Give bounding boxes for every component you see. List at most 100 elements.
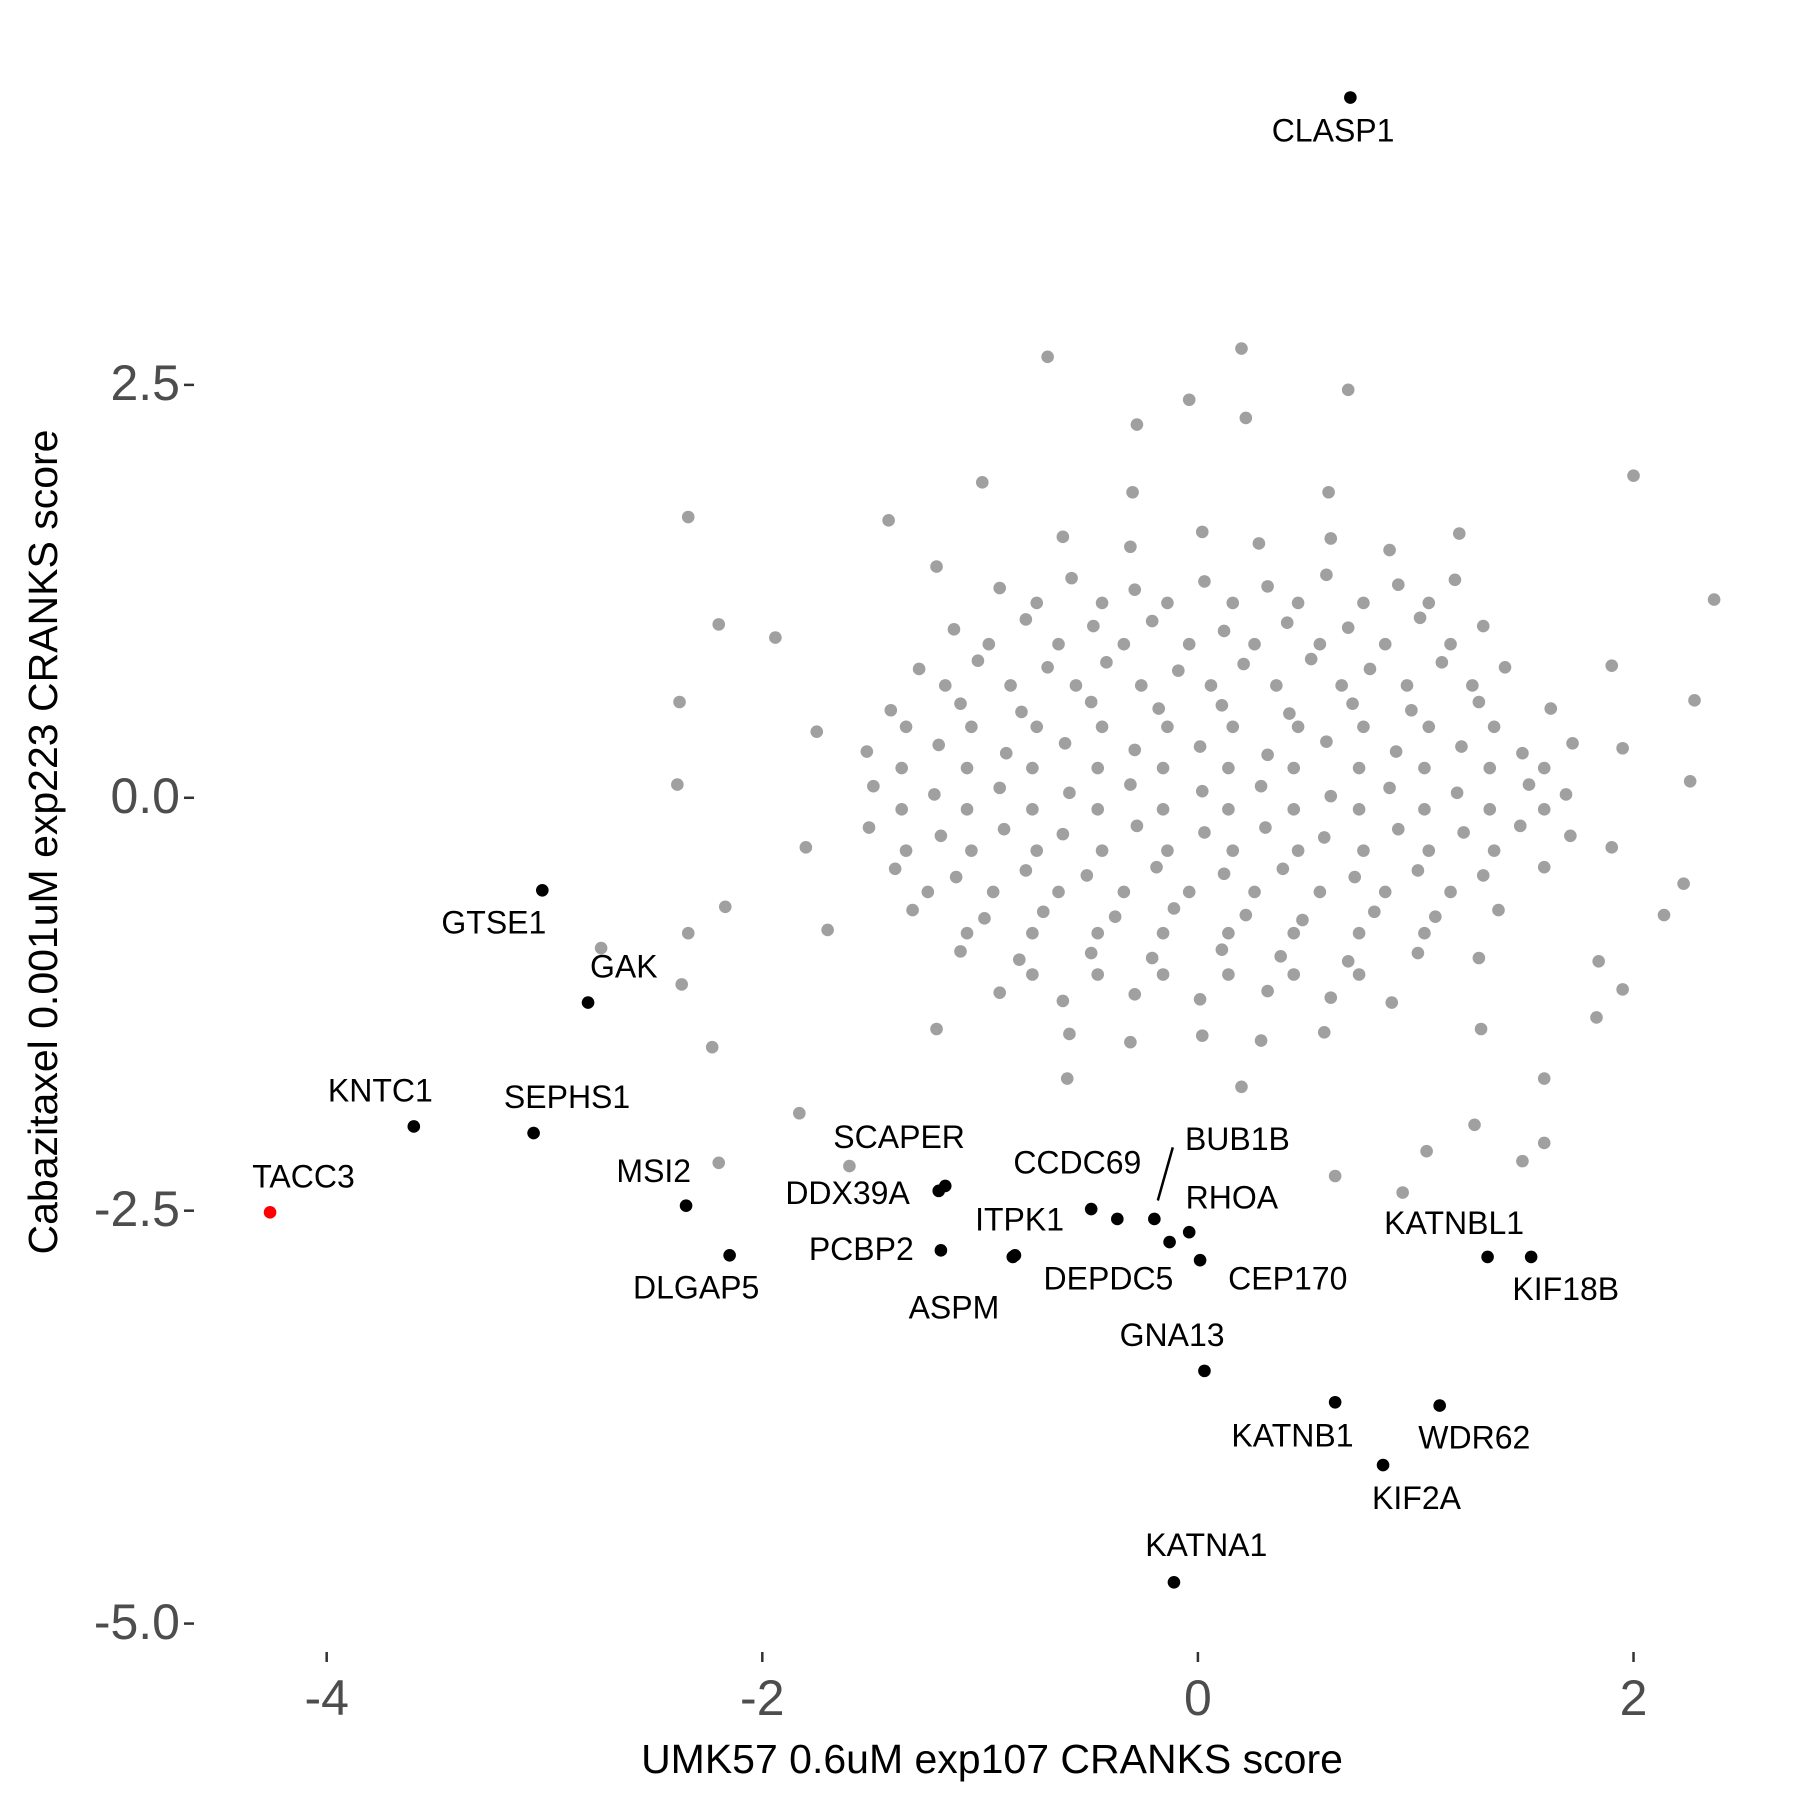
- point: [1418, 803, 1431, 816]
- point: [1677, 877, 1690, 890]
- point: [1418, 926, 1431, 940]
- point-label: CLASP1: [1272, 113, 1395, 149]
- point: [1030, 596, 1044, 610]
- point: [793, 1106, 806, 1120]
- point: [1357, 596, 1370, 610]
- point: [1198, 1364, 1211, 1378]
- point: [1346, 697, 1359, 710]
- point: [1476, 869, 1490, 882]
- point: [1487, 720, 1501, 734]
- point: [1483, 761, 1497, 775]
- point: [1117, 885, 1131, 899]
- point: [1259, 821, 1272, 834]
- point-label: GNA13: [1120, 1317, 1225, 1353]
- point: [912, 662, 926, 676]
- point: [1015, 705, 1028, 719]
- point: [1117, 637, 1131, 651]
- point: [1433, 1399, 1446, 1412]
- point: [1161, 720, 1174, 734]
- point: [1320, 735, 1333, 748]
- point-label: DDX39A: [785, 1175, 910, 1211]
- point: [1254, 1034, 1268, 1047]
- point-label: KATNB1: [1231, 1417, 1353, 1453]
- point: [1357, 844, 1370, 857]
- point: [1487, 844, 1501, 857]
- point-label: PCBP2: [809, 1231, 914, 1267]
- point: [1352, 926, 1366, 940]
- point: [982, 637, 996, 651]
- point: [1030, 844, 1044, 857]
- point: [527, 1126, 540, 1140]
- point: [932, 1184, 946, 1198]
- point: [1313, 637, 1327, 651]
- point: [978, 912, 991, 925]
- point: [1400, 679, 1414, 692]
- point: [1204, 679, 1218, 692]
- point: [1195, 525, 1209, 539]
- point: [1013, 953, 1026, 966]
- point: [1291, 596, 1305, 610]
- point: [1385, 996, 1399, 1009]
- point: [1287, 968, 1301, 981]
- point: [1261, 984, 1274, 998]
- point: [1537, 761, 1551, 775]
- point-label: KATNBL1: [1384, 1205, 1524, 1241]
- point-label: GTSE1: [441, 904, 546, 940]
- point: [1156, 968, 1170, 981]
- point: [899, 844, 913, 857]
- point: [1026, 761, 1039, 775]
- point: [1056, 530, 1070, 544]
- point: [1124, 778, 1137, 791]
- point: [975, 476, 989, 489]
- point: [810, 725, 824, 739]
- point: [1056, 994, 1070, 1008]
- point: [1537, 1072, 1551, 1085]
- point: [993, 986, 1007, 999]
- point: [1041, 661, 1054, 674]
- point: [1084, 946, 1098, 960]
- point: [1537, 860, 1551, 874]
- point: [1056, 827, 1070, 841]
- point: [1182, 393, 1196, 407]
- point: [1304, 652, 1318, 666]
- point: [712, 1156, 726, 1170]
- point: [1182, 1225, 1196, 1239]
- point: [1291, 844, 1305, 857]
- point: [1004, 679, 1017, 692]
- point: [1156, 926, 1170, 940]
- point: [1422, 844, 1436, 857]
- point: [1198, 826, 1211, 839]
- point: [1091, 926, 1105, 940]
- point: [1683, 774, 1697, 788]
- point: [1328, 1169, 1342, 1183]
- point: [1396, 1186, 1409, 1199]
- point: [1222, 968, 1235, 981]
- point: [1376, 1458, 1390, 1472]
- point: [1239, 411, 1253, 425]
- point-label: DEPDC5: [1044, 1261, 1174, 1297]
- point: [1287, 926, 1301, 940]
- point: [1145, 614, 1159, 628]
- point: [1468, 1118, 1481, 1132]
- point: [1156, 761, 1170, 775]
- point: [1026, 803, 1039, 816]
- point: [1130, 418, 1144, 431]
- point: [1182, 637, 1196, 651]
- point: [1248, 885, 1261, 899]
- x-tick-label: -2: [740, 1670, 784, 1726]
- point: [1095, 844, 1109, 857]
- point: [882, 514, 895, 527]
- point: [1030, 720, 1044, 734]
- point: [1296, 913, 1309, 927]
- point: [1026, 926, 1039, 940]
- point: [1344, 91, 1357, 104]
- point: [1283, 707, 1296, 720]
- point: [536, 883, 549, 897]
- point: [1590, 1011, 1603, 1024]
- point: [1322, 485, 1335, 499]
- point: [1457, 826, 1470, 839]
- point: [1128, 583, 1142, 596]
- point: [1341, 621, 1355, 634]
- point: [1378, 885, 1392, 899]
